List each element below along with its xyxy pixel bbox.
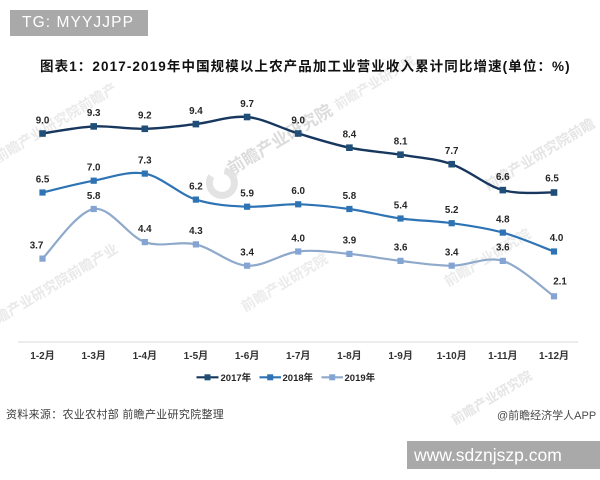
svg-text:5.4: 5.4 bbox=[394, 200, 408, 211]
svg-text:1-5月: 1-5月 bbox=[184, 350, 208, 362]
svg-text:2018年: 2018年 bbox=[283, 372, 314, 384]
svg-text:1-9月: 1-9月 bbox=[388, 350, 412, 362]
svg-text:6.0: 6.0 bbox=[291, 186, 305, 197]
svg-text:1-11月: 1-11月 bbox=[488, 350, 517, 362]
svg-text:1-3月: 1-3月 bbox=[81, 350, 105, 362]
svg-text:4.3: 4.3 bbox=[189, 226, 203, 237]
svg-text:1-12月: 1-12月 bbox=[539, 350, 569, 362]
svg-text:1-6月: 1-6月 bbox=[235, 350, 259, 362]
svg-text:9.3: 9.3 bbox=[87, 108, 101, 119]
svg-text:1-8月: 1-8月 bbox=[337, 350, 361, 362]
svg-text:9.0: 9.0 bbox=[291, 115, 305, 126]
svg-text:6.5: 6.5 bbox=[36, 174, 50, 185]
svg-text:3.6: 3.6 bbox=[496, 243, 510, 254]
svg-text:3.9: 3.9 bbox=[343, 236, 357, 247]
svg-text:5.9: 5.9 bbox=[240, 189, 254, 200]
svg-text:7.7: 7.7 bbox=[445, 146, 459, 157]
svg-text:2017年: 2017年 bbox=[221, 372, 252, 384]
svg-text:6.6: 6.6 bbox=[496, 172, 510, 183]
svg-text:前瞻产业研究院: 前瞻产业研究院 bbox=[238, 250, 330, 314]
svg-text:6.5: 6.5 bbox=[545, 173, 559, 184]
svg-text:9.0: 9.0 bbox=[36, 115, 50, 126]
svg-text:8.4: 8.4 bbox=[343, 130, 357, 141]
svg-text:4.8: 4.8 bbox=[496, 214, 510, 225]
svg-text:前瞻产业研究院前瞻产: 前瞻产业研究院前瞻产 bbox=[0, 80, 120, 166]
svg-text:院前瞻产业研究院前瞻产业: 院前瞻产业研究院前瞻产业 bbox=[0, 240, 121, 340]
svg-text:3.6: 3.6 bbox=[394, 243, 408, 254]
svg-text:9.2: 9.2 bbox=[138, 111, 152, 122]
svg-text:5.8: 5.8 bbox=[343, 191, 357, 202]
svg-text:6.2: 6.2 bbox=[189, 181, 203, 192]
svg-text:8.1: 8.1 bbox=[394, 137, 408, 148]
svg-text:9.7: 9.7 bbox=[240, 99, 254, 110]
svg-text:1-4月: 1-4月 bbox=[133, 350, 157, 362]
svg-text:3.7: 3.7 bbox=[30, 240, 44, 251]
svg-text:5.8: 5.8 bbox=[87, 191, 101, 202]
svg-text:2.1: 2.1 bbox=[553, 277, 567, 288]
svg-text:2019年: 2019年 bbox=[345, 372, 376, 384]
svg-text:3.4: 3.4 bbox=[445, 248, 459, 259]
svg-text:5.2: 5.2 bbox=[445, 205, 459, 216]
svg-text:1-2月: 1-2月 bbox=[30, 350, 54, 362]
svg-text:1-7月: 1-7月 bbox=[286, 350, 310, 362]
svg-text:9.4: 9.4 bbox=[189, 106, 203, 117]
svg-text:4.4: 4.4 bbox=[138, 224, 152, 235]
svg-text:4.0: 4.0 bbox=[291, 233, 305, 244]
svg-text:7.3: 7.3 bbox=[138, 155, 152, 166]
svg-text:1-10月: 1-10月 bbox=[437, 350, 467, 362]
svg-text:3.4: 3.4 bbox=[240, 248, 254, 259]
svg-text:4.0: 4.0 bbox=[550, 233, 564, 244]
svg-text:7.0: 7.0 bbox=[87, 163, 101, 174]
